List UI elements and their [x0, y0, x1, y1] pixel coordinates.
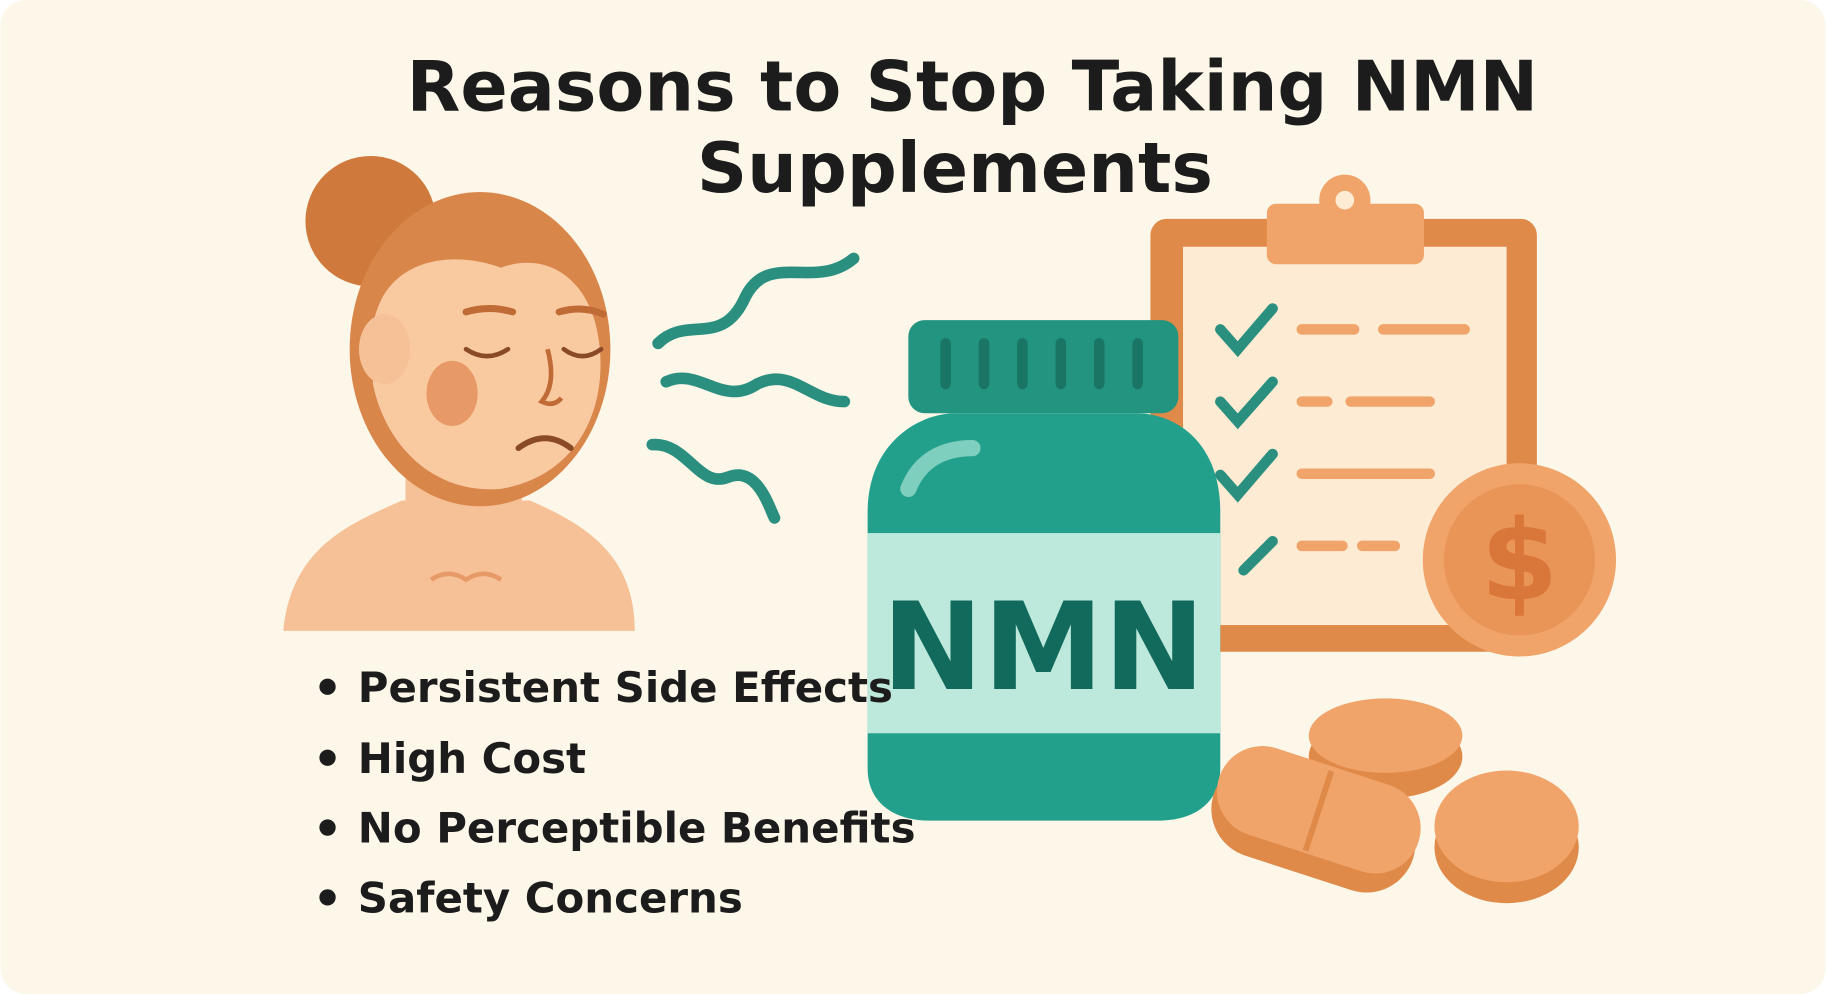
bullet	[319, 749, 336, 766]
coin-symbol: $	[1481, 496, 1559, 626]
discomfort-lines	[646, 252, 860, 524]
woman-illustration	[283, 155, 635, 631]
bullet	[319, 819, 336, 836]
reason-item: No Perceptible Benefits	[358, 804, 916, 853]
title-line: Supplements	[697, 128, 1213, 209]
reason-item: Safety Concerns	[358, 874, 743, 923]
reason-item: Persistent Side Effects	[358, 663, 893, 712]
title-line: Reasons to Stop Taking NMN	[407, 47, 1538, 128]
pills	[1211, 698, 1579, 904]
nmn-bottle: NMN	[867, 320, 1221, 821]
coin: $	[1422, 463, 1617, 657]
reason-list: Persistent Side Effects High Cost No Per…	[319, 663, 916, 923]
bottle-label: NMN	[882, 577, 1205, 718]
reason-item: High Cost	[358, 734, 586, 783]
bullet	[319, 678, 336, 695]
bullet	[319, 889, 336, 906]
